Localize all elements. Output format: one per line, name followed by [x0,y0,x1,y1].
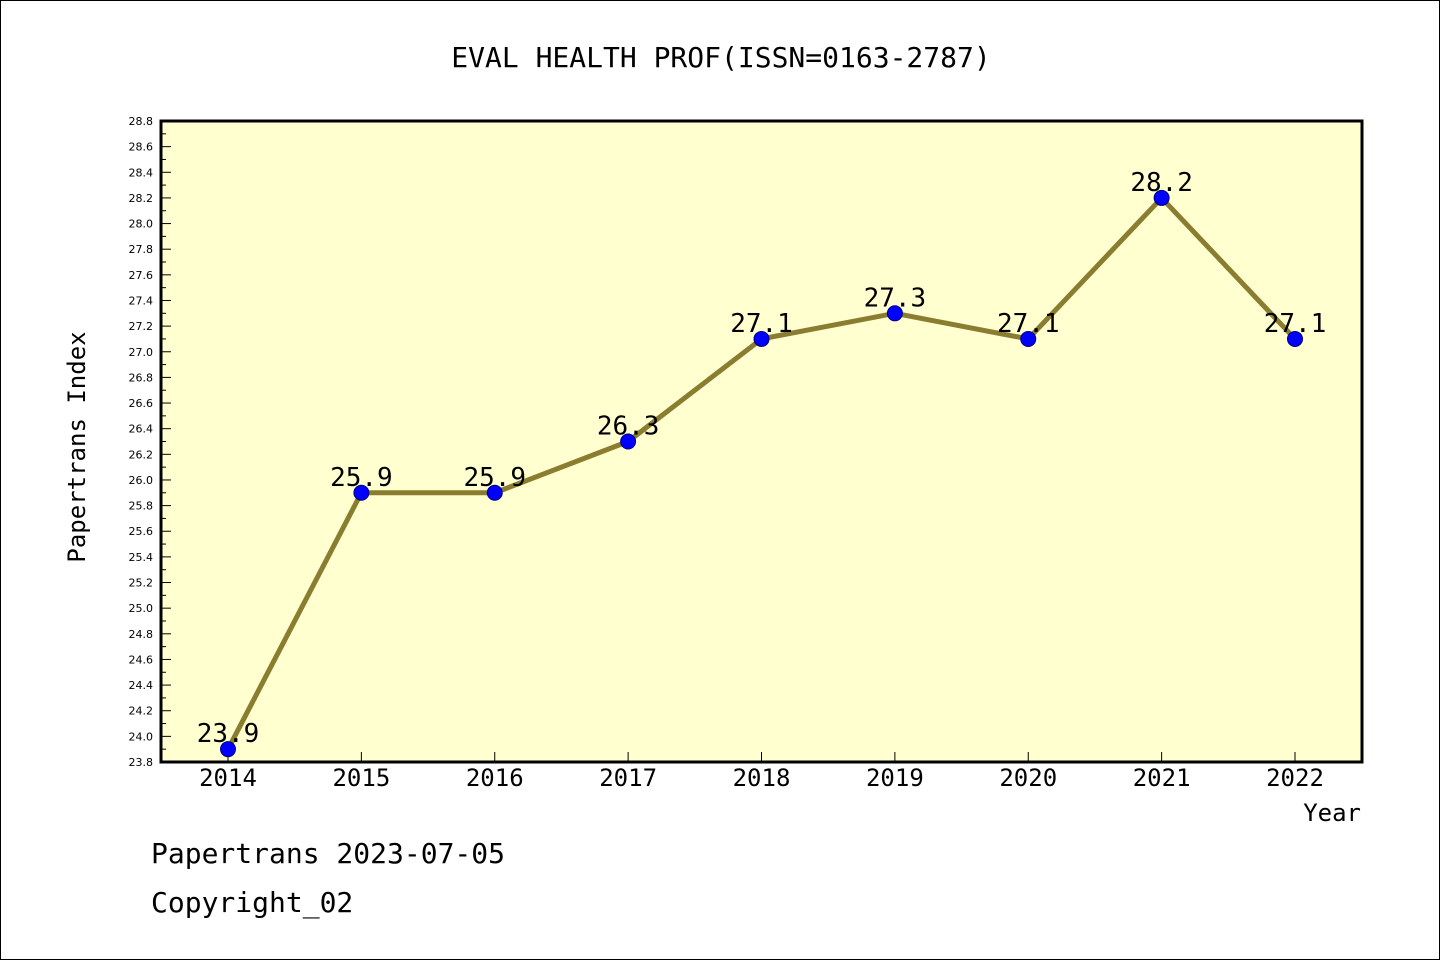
footer-date-text: Papertrans 2023-07-05 [151,837,506,870]
data-point-2015 [353,484,370,501]
data-label-2020: 27.1 [997,309,1060,339]
x-tick-label-2022: 2022 [1266,764,1324,792]
y-tick-label: 27.0 [129,346,154,359]
y-tick-label: 26.8 [129,371,154,384]
x-tick-label-2019: 2019 [866,764,924,792]
series-group [220,189,1303,758]
x-axis-ticks: 2014 2015 2016 2017 2018 2019 2020 2021 2022 [199,752,1324,792]
y-tick-label: 24.0 [129,730,154,743]
x-tick-label-2015: 2015 [332,764,390,792]
y-tick-label: 28.8 [129,115,154,128]
y-tick-label: 24.8 [129,628,154,641]
data-label-2014: 23.9 [197,719,260,749]
x-tick-label-2018: 2018 [733,764,791,792]
y-tick-label: 23.8 [129,756,154,769]
x-tick-label-2017: 2017 [599,764,657,792]
y-tick-label: 27.4 [129,294,154,307]
x-tick-label-2014: 2014 [199,764,257,792]
y-tick-label: 27.6 [129,269,154,282]
y-axis-ticks: 23.8 24.0 24.2 24.4 24.6 24.8 25.0 25.2 25.4 25.6… [129,115,171,769]
y-tick-label: 28.4 [129,166,154,179]
y-tick-label: 26.2 [129,448,154,461]
data-point-2021 [1153,189,1170,206]
data-point-2019 [886,305,903,322]
x-tick-label-2020: 2020 [999,764,1057,792]
data-point-2016 [486,484,503,501]
y-tick-label: 27.2 [129,320,154,333]
y-tick-label: 26.6 [129,397,154,410]
y-tick-label: 26.0 [129,474,154,487]
data-point-2017 [620,433,637,450]
y-tick-label: 28.6 [129,141,154,154]
y-tick-label: 24.4 [129,679,154,692]
data-point-2014 [220,741,236,758]
data-point-2022 [1287,330,1303,347]
footer-copyright-text: Copyright_02 [151,886,354,919]
data-point-2020 [1020,330,1037,347]
y-tick-label: 25.2 [129,577,154,590]
y-tick-label: 24.2 [129,705,154,718]
data-label-2019: 27.3 [864,283,927,313]
data-point-2018 [753,330,770,347]
plot-area [161,121,1362,762]
y-tick-label: 28.2 [129,192,154,205]
y-tick-label: 25.0 [129,602,154,615]
y-tick-label: 28.0 [129,218,154,231]
y-tick-label: 24.6 [129,653,154,666]
plot-border [159,119,1364,764]
chart-title: EVAL HEALTH PROF(ISSN=0163-2787) [451,41,990,74]
data-labels: 23.9 25.9 25.9 26.3 27.1 27.3 27.1 28.2 27.1 [197,168,1327,749]
data-label-2018: 27.1 [730,309,793,339]
data-label-2016: 25.9 [463,463,526,493]
x-tick-label-2021: 2021 [1133,764,1191,792]
x-tick-label-2016: 2016 [466,764,524,792]
data-label-2015: 25.9 [330,463,393,493]
y-tick-label: 25.4 [129,551,154,564]
y-axis-title: Papertrans Index [63,331,91,562]
y-tick-label: 26.4 [129,423,154,436]
y-tick-label: 25.6 [129,525,154,538]
data-label-2017: 26.3 [597,412,660,442]
data-label-2022: 27.1 [1264,309,1327,339]
x-axis-title: Year [1303,799,1361,827]
data-label-2021: 28.2 [1130,168,1193,198]
y-tick-label: 27.8 [129,243,154,256]
y-tick-label: 25.8 [129,500,154,513]
